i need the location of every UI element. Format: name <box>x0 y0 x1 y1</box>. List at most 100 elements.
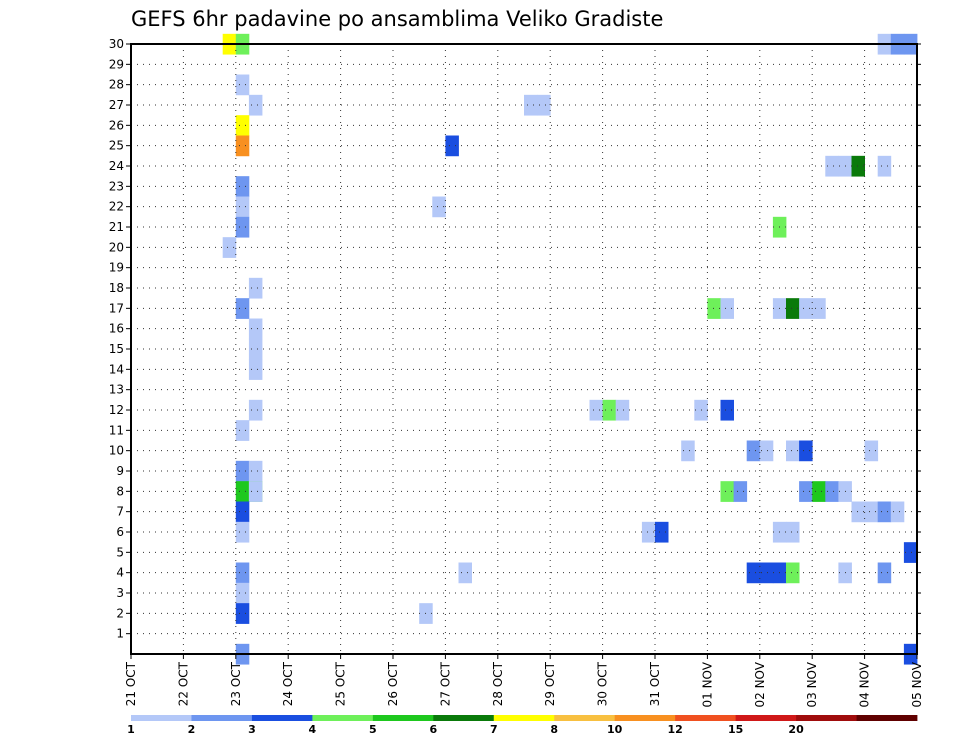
heatmap-cell <box>812 481 826 502</box>
heatmap-cell <box>458 562 472 584</box>
heatmap-cell <box>248 94 263 116</box>
y-tick-label: 8 <box>116 484 124 498</box>
heatmap-cell <box>851 501 865 523</box>
y-tick-label: 15 <box>109 342 124 356</box>
heatmap-cell <box>235 501 250 523</box>
x-tick-label: 31 OCT <box>648 661 662 706</box>
colorbar-label: 20 <box>788 723 804 736</box>
heatmap-cell <box>864 501 879 523</box>
y-tick-label: 22 <box>109 200 124 214</box>
y-tick-label: 21 <box>109 220 124 234</box>
heatmap-cell <box>615 399 630 421</box>
x-tick-label: 23 OCT <box>229 661 243 706</box>
heatmap-cell <box>248 338 263 360</box>
colorbar-segment <box>433 715 495 721</box>
y-tick-label: 2 <box>116 606 124 620</box>
heatmap-cell <box>746 562 761 584</box>
heatmap-cell <box>235 481 250 502</box>
y-tick-label: 26 <box>109 118 124 132</box>
heatmap-cell <box>248 318 263 340</box>
x-tick-label: 03 NOV <box>805 661 819 707</box>
heatmap-cell <box>825 155 839 177</box>
y-tick-label: 19 <box>109 261 124 275</box>
heatmap-cell <box>759 440 774 462</box>
colorbar-segment <box>191 715 253 721</box>
heatmap-cell <box>864 440 879 462</box>
colorbar-segment <box>251 715 313 721</box>
x-tick-label: 02 NOV <box>753 661 767 707</box>
heatmap-cell <box>235 196 250 218</box>
colorbar-segment <box>312 715 374 721</box>
y-tick-label: 14 <box>109 362 124 376</box>
y-tick-label: 12 <box>109 403 124 417</box>
x-tick-label: 22 OCT <box>176 661 190 706</box>
heatmap-cell <box>759 562 774 584</box>
x-tick-label: 27 OCT <box>438 661 452 706</box>
y-tick-label: 24 <box>109 159 124 173</box>
heatmap-cell <box>248 359 263 380</box>
y-tick-label: 29 <box>109 57 124 71</box>
x-tick-label: 29 OCT <box>543 661 557 706</box>
colorbar-label: 10 <box>607 723 623 736</box>
y-tick-label: 11 <box>109 423 124 437</box>
heatmap-cell <box>235 176 250 197</box>
heatmap-cell <box>248 460 263 482</box>
y-tick-label: 23 <box>109 179 124 193</box>
y-tick-label: 6 <box>116 525 124 539</box>
chart-title: GEFS 6hr padavine po ansamblima Veliko G… <box>131 7 663 31</box>
heatmap-cell <box>720 481 734 502</box>
y-tick-label: 20 <box>109 240 124 254</box>
y-tick-label: 18 <box>109 281 124 295</box>
x-tick-label: 28 OCT <box>491 661 505 706</box>
heatmap-cell <box>602 399 617 421</box>
x-tick-label: 21 OCT <box>124 661 138 706</box>
colorbar-label: 5 <box>369 723 377 736</box>
y-tick-label: 28 <box>109 78 124 92</box>
heatmap-cell <box>733 481 748 502</box>
colorbar-segment <box>735 715 797 721</box>
y-tick-label: 4 <box>116 566 124 580</box>
y-axis-ticks: 1234567891011121314151617181920212223242… <box>109 37 921 641</box>
heatmap-cell <box>235 420 250 441</box>
heatmap-cell <box>222 237 237 258</box>
colorbar-label: 7 <box>490 723 498 736</box>
heatmap-cell <box>799 298 813 319</box>
x-axis-ticks: 21 OCT 22 OCT 23 OCT 24 OCT 25 OCT 26 OCT 27 O… <box>124 654 924 708</box>
heatmap-cell <box>537 94 551 116</box>
heatmap-cell <box>720 399 734 421</box>
y-tick-label: 16 <box>109 322 124 336</box>
heatmap-cell <box>235 115 250 136</box>
heatmap-cell <box>799 481 813 502</box>
x-tick-label: 30 OCT <box>596 661 610 706</box>
y-tick-label: 1 <box>116 627 124 641</box>
heatmap-cell <box>707 298 721 319</box>
heatmap-cell <box>903 542 918 563</box>
heatmap-cell <box>248 399 263 421</box>
y-tick-label: 5 <box>116 545 124 559</box>
colorbar-label: 15 <box>728 723 743 736</box>
y-tick-label: 7 <box>116 505 124 519</box>
colorbar-segment <box>554 715 616 721</box>
heatmap-cell <box>235 216 250 238</box>
heatmap-cell <box>799 440 813 462</box>
y-tick-label: 25 <box>109 139 124 153</box>
heatmap-cell <box>812 298 826 319</box>
colorbar-segment <box>856 715 918 721</box>
heatmap-cell <box>641 521 656 543</box>
heatmap-cell <box>235 460 250 482</box>
colorbar-segment <box>796 715 857 721</box>
heatmap-cell <box>786 298 800 319</box>
colorbar-segment <box>614 715 676 721</box>
x-tick-label: 04 NOV <box>858 661 872 707</box>
y-tick-label: 13 <box>109 383 124 397</box>
colorbar-label: 8 <box>550 723 558 736</box>
heatmap-cell <box>877 501 892 523</box>
x-tick-label: 01 NOV <box>700 661 714 707</box>
colorbar-label: 1 <box>127 723 135 736</box>
y-tick-label: 10 <box>109 444 124 458</box>
heatmap-cell <box>877 562 892 584</box>
y-tick-label: 30 <box>109 37 124 51</box>
heatmap-cell <box>235 582 250 604</box>
heatmap-cell <box>825 481 839 502</box>
colorbar-segment <box>675 715 737 721</box>
